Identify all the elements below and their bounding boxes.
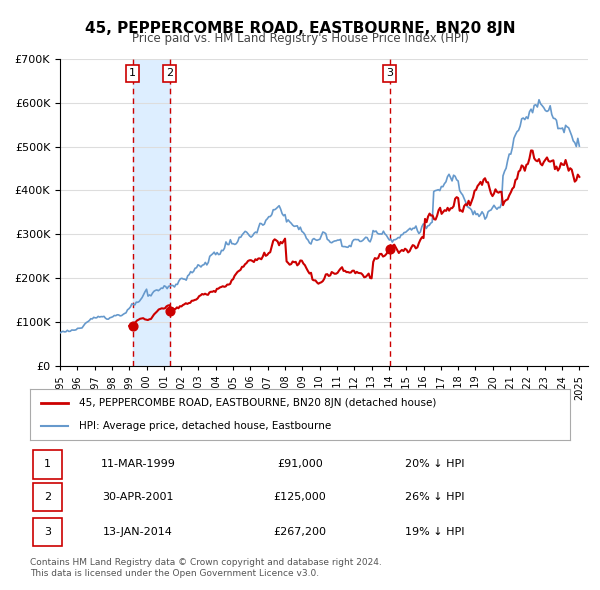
Point	[385, 244, 394, 254]
Text: 3: 3	[386, 68, 393, 78]
Text: Contains HM Land Registry data © Crown copyright and database right 2024.: Contains HM Land Registry data © Crown c…	[30, 558, 382, 566]
Text: 1: 1	[129, 68, 136, 78]
Text: 11-MAR-1999: 11-MAR-1999	[101, 460, 175, 469]
Point	[128, 321, 137, 330]
Text: 45, PEPPERCOMBE ROAD, EASTBOURNE, BN20 8JN: 45, PEPPERCOMBE ROAD, EASTBOURNE, BN20 8…	[85, 21, 515, 35]
Bar	[133, 59, 170, 366]
Text: Price paid vs. HM Land Registry's House Price Index (HPI): Price paid vs. HM Land Registry's House …	[131, 32, 469, 45]
Text: 30-APR-2001: 30-APR-2001	[102, 492, 174, 502]
Text: £267,200: £267,200	[274, 527, 326, 537]
Text: 20% ↓ HPI: 20% ↓ HPI	[405, 460, 465, 469]
Point	[165, 306, 175, 316]
Text: 26% ↓ HPI: 26% ↓ HPI	[405, 492, 465, 502]
FancyBboxPatch shape	[33, 483, 62, 512]
Text: 2: 2	[166, 68, 173, 78]
Text: £91,000: £91,000	[277, 460, 323, 469]
Text: 3: 3	[44, 527, 51, 537]
Text: This data is licensed under the Open Government Licence v3.0.: This data is licensed under the Open Gov…	[30, 569, 319, 578]
FancyBboxPatch shape	[33, 450, 62, 478]
Text: 19% ↓ HPI: 19% ↓ HPI	[405, 527, 465, 537]
Text: 2: 2	[44, 492, 51, 502]
Text: HPI: Average price, detached house, Eastbourne: HPI: Average price, detached house, East…	[79, 421, 331, 431]
Text: £125,000: £125,000	[274, 492, 326, 502]
Text: 45, PEPPERCOMBE ROAD, EASTBOURNE, BN20 8JN (detached house): 45, PEPPERCOMBE ROAD, EASTBOURNE, BN20 8…	[79, 398, 436, 408]
Text: 1: 1	[44, 460, 51, 469]
Text: 13-JAN-2014: 13-JAN-2014	[103, 527, 173, 537]
FancyBboxPatch shape	[33, 518, 62, 546]
